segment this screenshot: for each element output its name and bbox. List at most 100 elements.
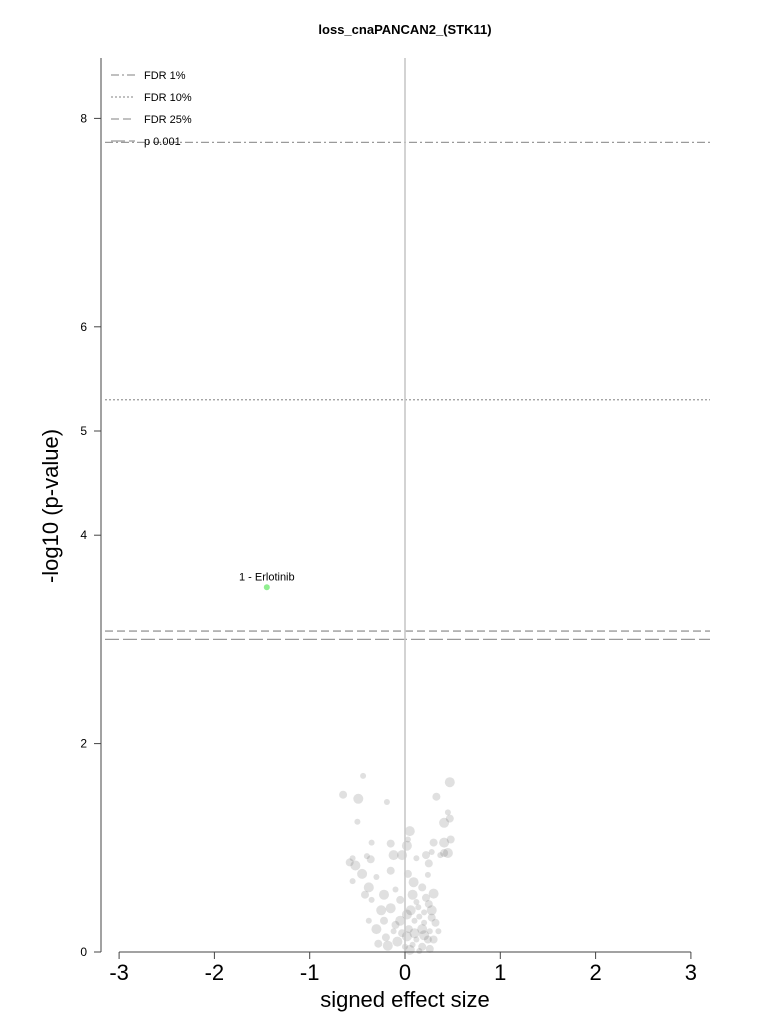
data-point [376,905,387,916]
y-tick-label: 6 [80,320,87,334]
y-tick-label: 2 [80,737,87,751]
data-point [392,886,399,893]
data-point [361,890,369,899]
y-tick-label: 4 [80,528,87,542]
data-point [424,900,433,909]
data-point [422,893,430,902]
data-point [416,948,423,954]
data-point [357,868,368,879]
data-point [413,855,420,862]
data-point [380,916,388,925]
data-point [379,889,389,900]
data-point [409,941,416,948]
data-point [426,928,433,935]
x-tick-label: -3 [109,960,129,985]
data-point [418,942,427,951]
x-axis-label: signed effect size [320,987,490,1012]
data-point [401,840,412,851]
highlighted-points: 1 - Erlotinib [239,571,295,591]
data-point [360,772,367,779]
data-point [404,826,415,837]
data-point [419,930,430,941]
data-point [429,935,438,944]
data-point [424,859,433,868]
data-point [363,853,370,860]
data-point [421,909,428,916]
x-tick-label: -1 [300,960,320,985]
y-tick-label: 0 [80,945,87,959]
data-point [431,918,440,927]
highlight-point [263,584,270,591]
data-point [413,899,420,905]
data-point [390,928,397,935]
data-point [363,882,374,893]
data-point [345,858,354,867]
data-point [396,895,405,904]
data-point [427,913,436,922]
data-point [415,904,422,911]
data-point [398,929,407,938]
x-tick-label: 2 [589,960,601,985]
data-point [350,860,361,871]
data-point [404,925,413,934]
data-point [386,866,395,875]
data-point [404,944,415,955]
data-point [382,940,393,951]
data-point [432,792,441,801]
chart-title: loss_cnaPANCAN2_(STK11) [318,22,491,37]
y-tick-label: 8 [80,111,87,125]
data-point [446,835,455,844]
data-point [416,913,423,920]
data-point [429,838,438,847]
data-point [426,905,437,916]
data-point [408,877,419,888]
data-point [425,944,434,953]
data-point [349,878,356,885]
data-point [392,936,403,947]
data-point [439,817,450,828]
data-point [428,849,435,855]
data-point [411,917,418,924]
data-point [442,848,453,858]
data-point [409,928,420,939]
y-axis-ticks: 0 2 4 5 6 8 [80,111,101,959]
data-point [368,839,375,846]
y-tick-label: 5 [80,424,87,438]
x-axis-ticks: -3 -2 -1 0 1 2 3 [109,952,697,985]
data-point [349,855,356,862]
data-point [383,799,390,805]
data-point [395,915,406,926]
legend-entry: FDR 1% [144,70,186,82]
data-point [407,889,418,900]
highlight-label: 1 - Erlotinib [239,571,295,583]
data-point [371,924,382,935]
data-point [440,849,449,857]
data-point [373,874,380,880]
data-point [354,818,361,825]
data-point [385,903,396,914]
data-point [421,919,428,926]
data-point [423,935,432,944]
data-point [444,809,451,816]
data-point [404,836,411,843]
legend-entry: FDR 25% [144,114,192,126]
x-tick-label: 3 [685,960,697,985]
data-points [339,772,455,955]
x-tick-label: 0 [399,960,411,985]
x-tick-label: -2 [205,960,225,985]
x-tick-label: 1 [494,960,506,985]
data-point [413,936,420,943]
data-point [437,852,444,859]
data-point [405,905,416,916]
data-point [403,869,412,878]
data-point [418,883,427,892]
data-point [368,896,375,903]
data-point [366,855,375,864]
data-point [374,939,383,948]
data-point [365,917,372,924]
data-point [422,851,430,860]
data-point [353,793,364,804]
data-point [381,933,390,942]
data-point [444,777,455,788]
